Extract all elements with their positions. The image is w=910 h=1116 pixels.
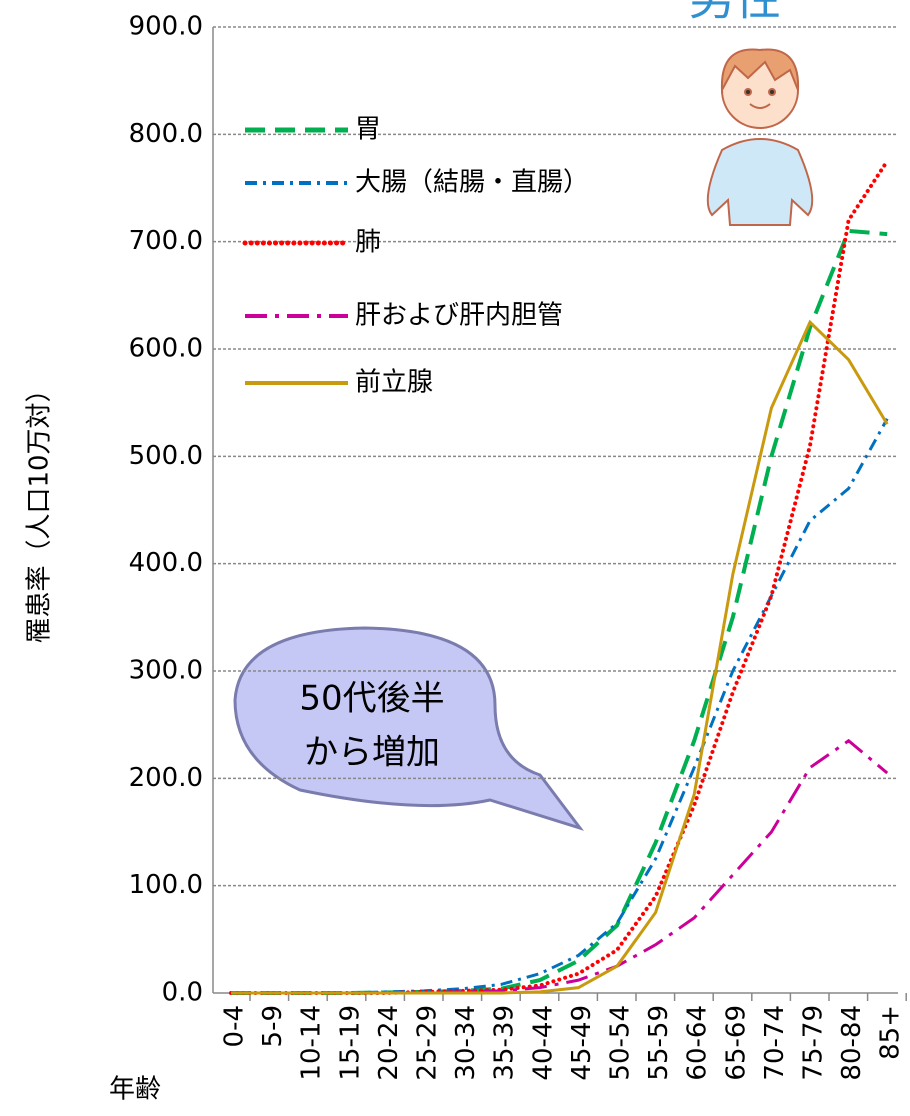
- y-tick-label: 500.0: [129, 441, 203, 471]
- y-tick-label: 600.0: [129, 334, 203, 364]
- y-tick-label: 700.0: [129, 226, 203, 256]
- data-line: [231, 319, 889, 995]
- y-tick-label: 0.0: [162, 978, 203, 1008]
- y-tick-label: 300.0: [129, 656, 203, 686]
- x-tick-label: 80-84: [837, 1005, 867, 1081]
- x-tick-label: 35-39: [490, 1005, 520, 1081]
- child-illustration: [706, 48, 814, 226]
- x-tick-label: 10-14: [297, 1005, 327, 1081]
- legend-label: 肺: [355, 228, 381, 258]
- x-tick-label: 55-59: [644, 1005, 674, 1081]
- x-tick-label: 40-44: [528, 1005, 558, 1081]
- x-tick-label: 5-9: [258, 1005, 288, 1047]
- x-tick-label: 65-69: [721, 1005, 751, 1081]
- x-tick-label: 0-4: [220, 1005, 250, 1047]
- x-tick-label: 45-49: [567, 1005, 597, 1081]
- annotation: 50代後半: [299, 679, 444, 719]
- annotation: から増加: [304, 733, 440, 773]
- x-tick-label: 50-54: [606, 1005, 636, 1081]
- x-tick-label: 70-74: [760, 1005, 790, 1081]
- legend-label: 前立腺: [355, 368, 433, 398]
- x-axis-label: 年齢: [109, 1075, 161, 1105]
- x-tick-label: 25-29: [413, 1005, 443, 1081]
- legend-label: 大腸（結腸・直腸）: [355, 168, 589, 198]
- y-tick-label: 800.0: [129, 119, 203, 149]
- legend-label: 胃: [355, 115, 381, 145]
- x-tick-label: 60-64: [683, 1005, 713, 1081]
- x-tick-label: 85+: [876, 1005, 906, 1060]
- y-tick-label: 400.0: [129, 548, 203, 578]
- x-tick-label: 20-24: [374, 1005, 404, 1081]
- y-tick-label: 900.0: [129, 12, 203, 42]
- x-tick-label: 75-79: [799, 1005, 829, 1081]
- y-tick-label: 100.0: [129, 870, 203, 900]
- data-line: [231, 738, 889, 995]
- legend-label: 肝および肝内胆管: [355, 301, 563, 331]
- chart-title: 男性: [689, 0, 781, 26]
- x-tick-label: 30-34: [451, 1005, 481, 1081]
- y-tick-label: 200.0: [129, 763, 203, 793]
- x-tick-label: 15-19: [335, 1005, 365, 1081]
- y-axis-label: 罹患率（人口10万対）: [25, 376, 55, 643]
